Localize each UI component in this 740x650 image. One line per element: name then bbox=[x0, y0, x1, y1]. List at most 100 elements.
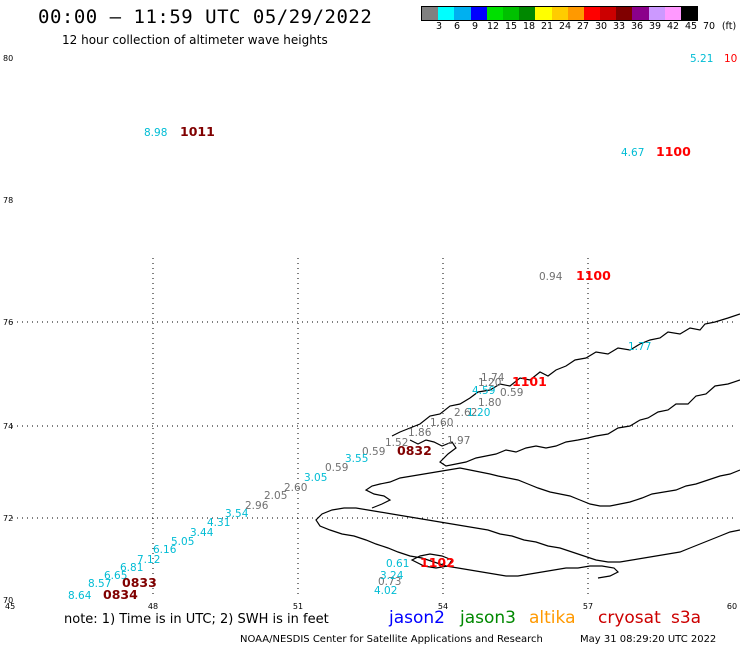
satellite-s3a: s3a bbox=[671, 608, 702, 628]
legend-label: 45 bbox=[684, 21, 698, 32]
longitude-label: 48 bbox=[148, 602, 158, 611]
wave-height-label: 1.74 bbox=[481, 372, 505, 384]
wave-height-label: 7.12 bbox=[137, 554, 160, 566]
wave-height-label: 1.52 bbox=[385, 437, 408, 449]
satellite-cryosat: cryosat bbox=[598, 608, 661, 628]
legend-swatch bbox=[632, 7, 649, 20]
wave-height-label: 0.59 bbox=[362, 446, 385, 458]
legend-swatch bbox=[600, 7, 617, 20]
pass-time-label: 0832 bbox=[397, 443, 432, 458]
latitude-label: 76 bbox=[3, 318, 13, 327]
wave-height-label: 6.65 bbox=[104, 570, 127, 582]
generated-timestamp: May 31 08:29:20 UTC 2022 bbox=[580, 634, 717, 645]
legend-label: 27 bbox=[576, 21, 590, 32]
coastline-north bbox=[391, 313, 740, 437]
color-legend-bar bbox=[421, 6, 699, 21]
legend-swatch bbox=[664, 7, 681, 20]
wave-height-label: 1.80 bbox=[478, 397, 501, 409]
wave-height-label: 3.05 bbox=[304, 472, 327, 484]
wave-height-label: 2.62 bbox=[454, 407, 477, 419]
wave-height-label: 1.97 bbox=[447, 435, 470, 447]
legend-swatch bbox=[519, 7, 536, 20]
legend-label: 70 bbox=[702, 21, 716, 32]
latitude-label: 74 bbox=[3, 422, 13, 431]
wave-height-label: 5.21 bbox=[690, 53, 713, 65]
legend-swatch bbox=[438, 7, 455, 20]
wave-height-label: 6.16 bbox=[153, 544, 177, 556]
wave-height-label: 8.98 bbox=[144, 127, 167, 139]
legend-swatch bbox=[422, 7, 439, 20]
wave-height-label: 3.55 bbox=[345, 453, 368, 465]
legend-swatch bbox=[616, 7, 633, 20]
pass-time-label: 0834 bbox=[103, 587, 138, 602]
longitude-label: 51 bbox=[293, 602, 303, 611]
wave-height-label: 1.60 bbox=[430, 417, 453, 429]
latitude-label: 78 bbox=[3, 196, 13, 205]
legend-label: (ft) bbox=[721, 21, 737, 32]
page-subtitle: 12 hour collection of altimeter wave hei… bbox=[62, 33, 328, 47]
wave-height-label: 4.59 bbox=[472, 385, 495, 397]
wave-height-label: 3.24 bbox=[380, 570, 404, 582]
legend-label: 15 bbox=[504, 21, 518, 32]
wave-height-label: 3.44 bbox=[190, 527, 214, 539]
wave-height-label: 4.02 bbox=[374, 585, 397, 597]
wave-height-label: 4.31 bbox=[207, 517, 230, 529]
legend-label: 30 bbox=[594, 21, 608, 32]
wave-height-label: 2.60 bbox=[284, 482, 307, 494]
legend-swatch bbox=[648, 7, 665, 20]
pass-time-label: 0833 bbox=[122, 575, 157, 590]
pass-time-label: 1102 bbox=[420, 555, 455, 570]
legend-swatch bbox=[470, 7, 487, 20]
coastline-south bbox=[315, 507, 740, 579]
legend-swatch bbox=[535, 7, 552, 20]
latitude-label: 80 bbox=[3, 54, 13, 63]
wave-height-label: 0.61 bbox=[386, 558, 409, 570]
coastline-islet bbox=[410, 553, 453, 569]
latitude-label: 70 bbox=[3, 596, 13, 605]
legend-swatch bbox=[567, 7, 584, 20]
legend-swatch bbox=[454, 7, 471, 20]
longitude-label: 57 bbox=[583, 602, 593, 611]
wave-height-label: 0.59 bbox=[325, 462, 348, 474]
wave-height-label: 0.59 bbox=[500, 387, 523, 399]
wave-height-label: 1.77 bbox=[628, 341, 651, 353]
coastline bbox=[315, 313, 740, 579]
wave-height-label: 1.86 bbox=[408, 427, 432, 439]
credit-line: NOAA/NESDIS Center for Satellite Applica… bbox=[240, 634, 543, 645]
legend-label: 12 bbox=[486, 21, 500, 32]
legend-label: 6 bbox=[453, 21, 461, 32]
longitude-label: 45 bbox=[5, 602, 15, 611]
legend-swatch bbox=[486, 7, 503, 20]
longitude-label: 54 bbox=[438, 602, 448, 611]
satellite-altika: altika bbox=[529, 608, 576, 628]
coastline-inner-north bbox=[409, 379, 740, 467]
pass-time-label: 1101 bbox=[512, 374, 547, 389]
legend-label: 21 bbox=[540, 21, 554, 32]
wave-height-label: 0.73 bbox=[378, 576, 401, 588]
pass-time-label: 1100 bbox=[656, 144, 691, 159]
coastline-middle bbox=[364, 467, 740, 509]
footnote: note: 1) Time is in UTC; 2) SWH is in fe… bbox=[64, 612, 329, 627]
wave-height-label: 10 bbox=[724, 53, 737, 65]
legend-label: 36 bbox=[630, 21, 644, 32]
legend-label: 24 bbox=[558, 21, 572, 32]
latitude-label: 72 bbox=[3, 514, 13, 523]
legend-label: 39 bbox=[648, 21, 662, 32]
wave-height-label: 5.05 bbox=[171, 536, 194, 548]
satellite-jason3: jason3 bbox=[460, 608, 516, 628]
legend-swatch bbox=[502, 7, 520, 20]
legend-label: 33 bbox=[612, 21, 626, 32]
satellite-jason2: jason2 bbox=[389, 608, 445, 628]
longitude-label: 60 bbox=[727, 602, 737, 611]
wave-height-label: 1.20 bbox=[467, 407, 490, 419]
wave-height-label: 3.54 bbox=[225, 508, 249, 520]
legend-swatch bbox=[583, 7, 601, 20]
wave-height-label: 2.05 bbox=[264, 490, 287, 502]
legend-label: 18 bbox=[522, 21, 536, 32]
pass-time-label: 1100 bbox=[576, 268, 611, 283]
wave-height-label: 2.96 bbox=[245, 500, 269, 512]
legend-label: 3 bbox=[435, 21, 443, 32]
